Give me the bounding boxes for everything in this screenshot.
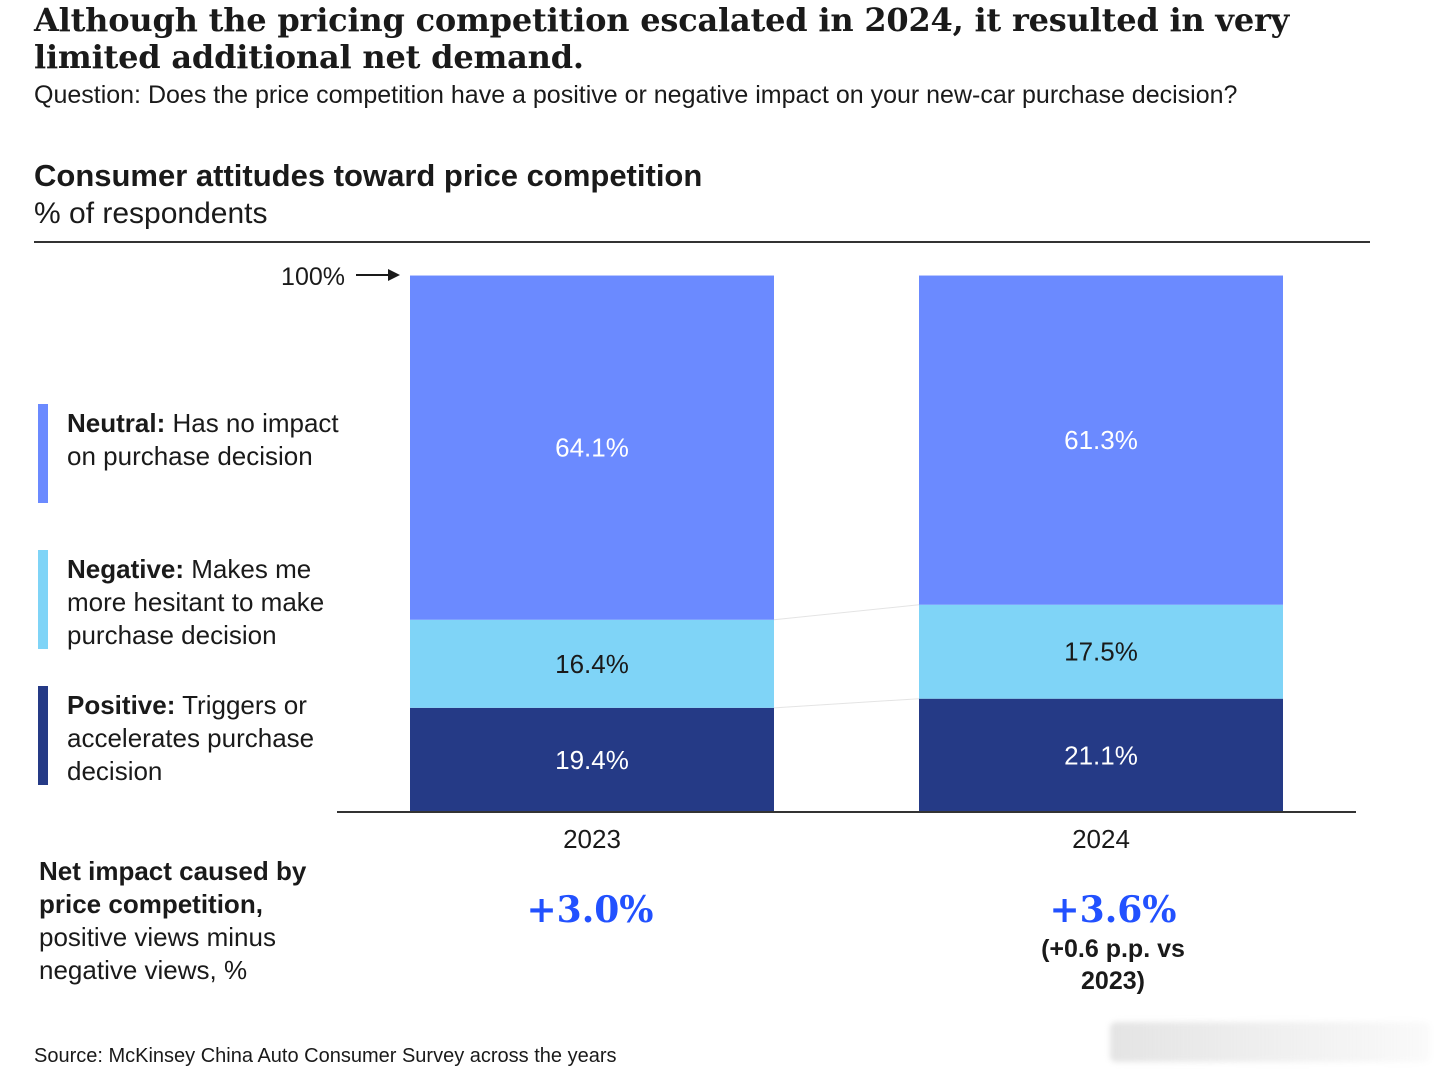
headline: Although the pricing competition escalat…	[34, 1, 1290, 76]
legend-text-negative: Negative: Makes me more hesitant to make…	[67, 553, 377, 652]
legend-label-neutral: Neutral:	[67, 408, 166, 438]
legend-text-neutral: Neutral: Has no impact on purchase decis…	[67, 407, 367, 473]
watermark	[1110, 1022, 1430, 1062]
bar-segment-neutral-2024	[919, 275, 1283, 605]
x-tick-label-2023: 2023	[563, 824, 621, 854]
net-impact-label-bold: Net impact caused by price competition,	[39, 856, 307, 919]
net-impact-value-2023: +3.0%	[526, 889, 653, 931]
net-impact-value-2024: +3.6%	[1049, 889, 1176, 931]
source-note: Source: McKinsey China Auto Consumer Sur…	[34, 1045, 617, 1067]
chart-title: Consumer attitudes toward price competit…	[34, 158, 703, 193]
bar-segment-negative-2024	[919, 604, 1283, 699]
header-divider	[34, 241, 1370, 243]
x-tick-label-2024: 2024	[1072, 824, 1130, 854]
net-impact-note-2024: 2023)	[1081, 967, 1145, 995]
question-text: Question: Does the price competition hav…	[34, 81, 1238, 109]
bar-segment-positive-2024	[919, 698, 1283, 812]
legend-swatch-negative	[38, 550, 48, 649]
legend-label-positive: Positive:	[67, 690, 176, 720]
data-label-negative-2023: 16.4%	[555, 649, 629, 679]
legend-swatch-neutral	[38, 404, 48, 503]
reference-label-100: 100%	[281, 263, 345, 291]
legend-desc-neutral: Has no impact on purchase decision	[67, 408, 339, 471]
legend-label-negative: Negative:	[67, 554, 185, 584]
reference-arrow-head	[388, 269, 400, 281]
chart-subtitle: % of respondents	[34, 197, 268, 230]
data-label-negative-2024: 17.5%	[1064, 637, 1138, 667]
net-impact-label-desc: positive views minus negative views, %	[39, 922, 276, 985]
legend-text-positive: Positive: Triggers or accelerates purcha…	[67, 689, 367, 788]
legend-swatch-positive	[38, 686, 48, 785]
legend-desc-positive: Triggers or accelerates purchase decisio…	[67, 690, 315, 786]
bar-segment-negative-2023	[410, 619, 774, 708]
data-label-neutral-2024: 61.3%	[1064, 425, 1138, 455]
connector-line	[773, 698, 920, 709]
net-impact-label: Net impact caused by price competition, …	[39, 855, 339, 987]
bar-segment-neutral-2023	[410, 275, 774, 620]
connector-line	[773, 604, 920, 621]
legend-desc-negative: Makes me more hesitant to make purchase …	[67, 554, 325, 650]
data-label-positive-2024: 21.1%	[1064, 740, 1138, 770]
bar-segment-positive-2023	[410, 707, 774, 812]
net-impact-note-2024: (+0.6 p.p. vs	[1041, 935, 1185, 963]
data-label-positive-2023: 19.4%	[555, 745, 629, 775]
data-label-neutral-2023: 64.1%	[555, 433, 629, 463]
